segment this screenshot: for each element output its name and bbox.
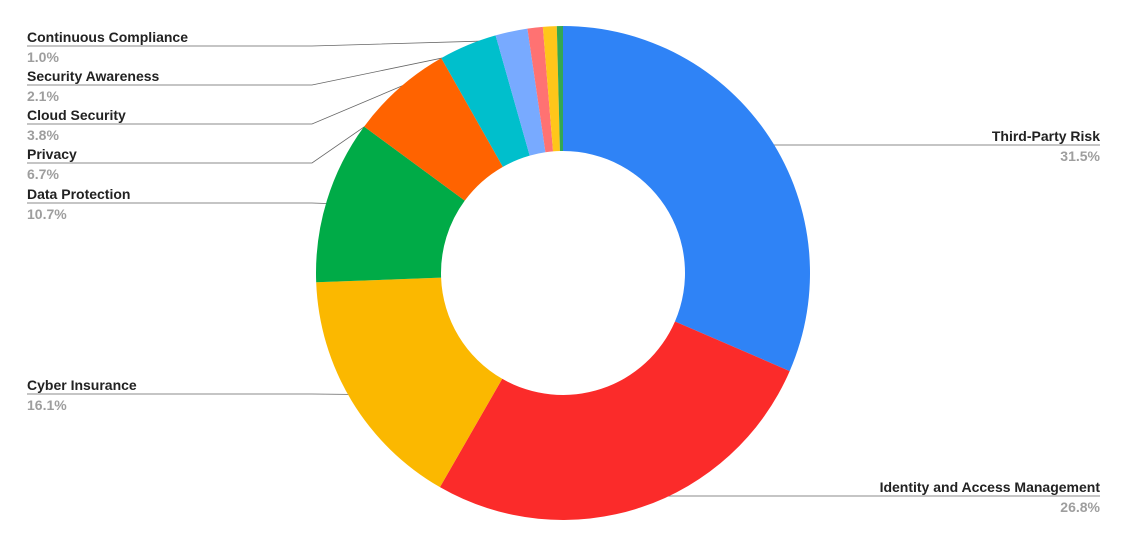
slices [316,26,810,520]
slice-label: Data Protection [27,186,130,202]
slice-label: Identity and Access Management [880,479,1101,495]
slice [527,26,554,153]
slice-label: Third-Party Risk [992,128,1100,144]
slice-value-label: 31.5% [1060,148,1100,164]
slice [441,35,530,167]
slice [542,26,560,152]
slice-label: Security Awareness [27,68,160,84]
slice-value-label: 10.7% [27,206,67,222]
slice-label: Privacy [27,146,77,162]
slice [316,126,465,283]
slice-label: Cyber Insurance [27,377,137,393]
slice [439,321,790,520]
slice [563,26,810,372]
leader-line [27,202,339,205]
slice-value-label: 3.8% [27,127,59,143]
slice [495,28,546,156]
slice-value-label: 2.1% [27,88,59,104]
slice-value-label: 26.8% [1060,499,1100,515]
slice-value-label: 6.7% [27,166,59,182]
slice-value-label: 1.0% [27,49,59,65]
leader-line [759,143,1100,146]
slice [556,26,563,152]
slice-label: Continuous Compliance [27,29,188,45]
slice [364,58,503,201]
labels: Third-Party Risk 31.5% Identity and Access… [27,29,1101,515]
slice [316,277,503,488]
slice-value-label: 16.1% [27,397,67,413]
leader-line [27,39,537,47]
leader-line [27,393,362,395]
slice-label: Cloud Security [27,107,126,123]
